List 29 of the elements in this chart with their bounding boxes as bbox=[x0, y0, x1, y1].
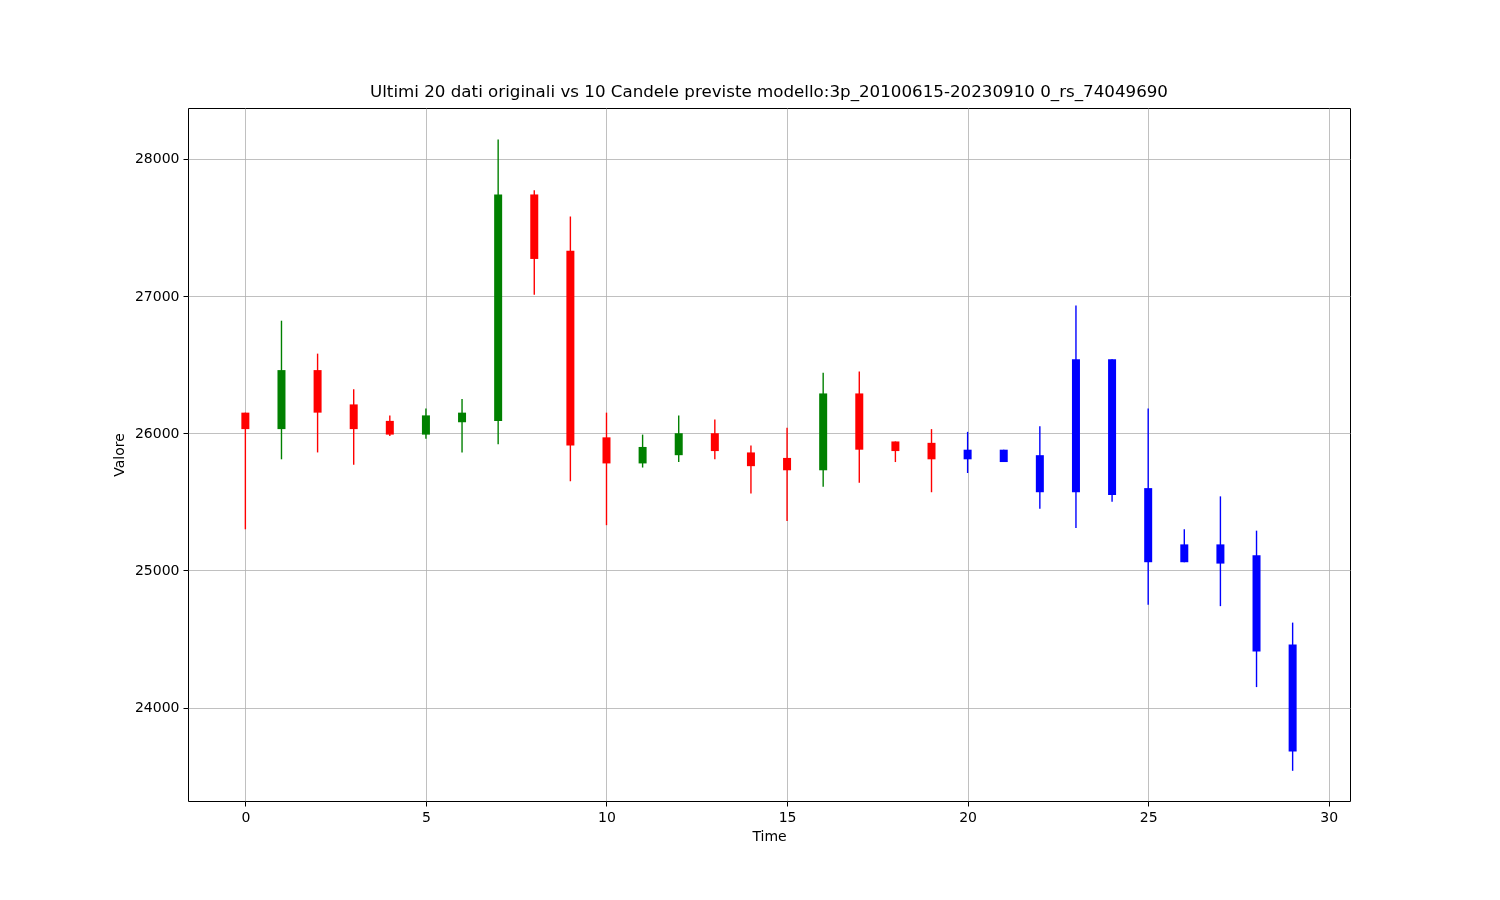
candlestick bbox=[385, 414, 394, 437]
x-tick-label: 20 bbox=[959, 808, 978, 825]
y-tick-label: 26000 bbox=[134, 424, 180, 441]
candlestick bbox=[458, 398, 467, 454]
y-tick-label: 24000 bbox=[134, 699, 180, 716]
x-tick-label: 15 bbox=[778, 808, 797, 825]
candlestick bbox=[746, 444, 755, 495]
candlestick bbox=[927, 428, 936, 493]
chart-title: Ultimi 20 dati originali vs 10 Candele previste modello:3p_20100615-20230910 0_rs_74049690 bbox=[370, 81, 1168, 103]
y-tick-label: 25000 bbox=[134, 561, 180, 578]
y-tick-label: 28000 bbox=[134, 150, 180, 167]
y-axis-title: Valore bbox=[110, 433, 127, 477]
x-tick-label: 25 bbox=[1139, 808, 1158, 825]
x-tick-label: 0 bbox=[241, 808, 251, 825]
candlestick bbox=[1216, 495, 1225, 607]
candlestick bbox=[421, 407, 430, 440]
candlestick bbox=[963, 431, 972, 474]
x-axis-title: Time bbox=[751, 827, 787, 844]
candlestick bbox=[1180, 528, 1189, 563]
x-tick-label: 5 bbox=[421, 808, 431, 825]
candlestick bbox=[710, 418, 719, 460]
candlestick bbox=[783, 427, 792, 522]
candlestick bbox=[638, 433, 647, 469]
x-tick-label: 10 bbox=[598, 808, 616, 825]
candlestick bbox=[891, 440, 900, 463]
y-tick-label: 27000 bbox=[134, 287, 180, 304]
candlestick bbox=[674, 414, 683, 463]
candlestick bbox=[241, 411, 250, 530]
x-tick-label: 30 bbox=[1320, 808, 1339, 825]
